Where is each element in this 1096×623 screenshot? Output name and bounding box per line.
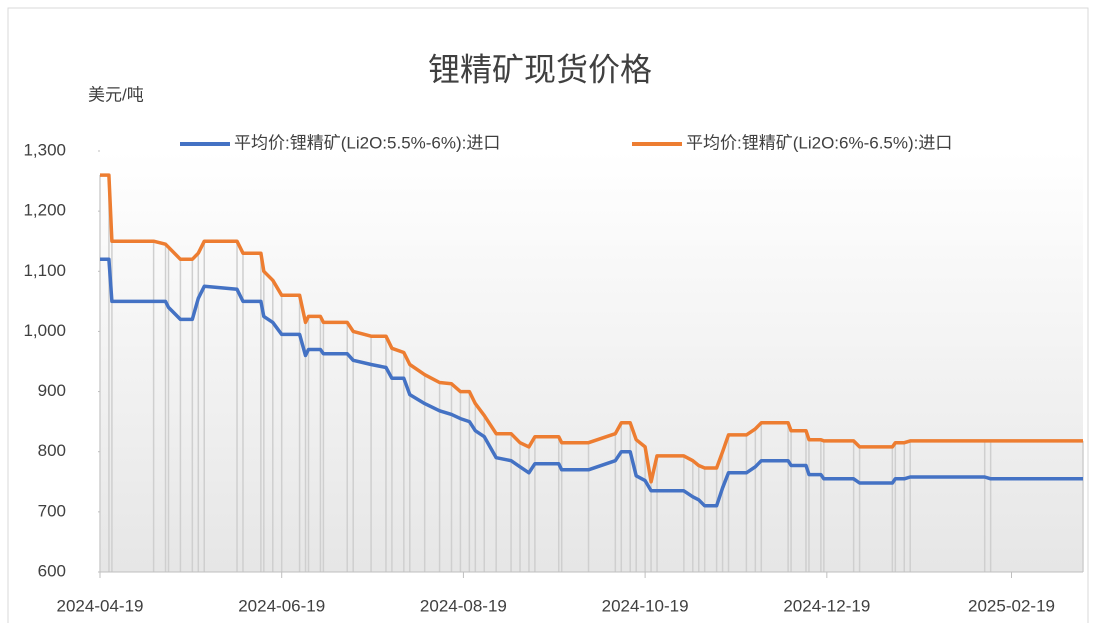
- y-tick-label: 700: [38, 501, 66, 520]
- chart-title: 锂精矿现货价格: [428, 51, 652, 87]
- series-line: [100, 173, 1083, 484]
- x-tick-label: 2024-06-19: [238, 596, 325, 615]
- x-tick-label: 2024-10-19: [602, 596, 689, 615]
- y-tick-label: 1,000: [23, 321, 66, 340]
- legend-label: 平均价:锂精矿(Li2O:5.5%-6%):进口: [234, 133, 500, 152]
- y-tick-label: 800: [38, 441, 66, 460]
- y-tick-label: 900: [38, 381, 66, 400]
- x-tick-label: 2024-04-19: [57, 596, 144, 615]
- y-axis-label: 美元/吨: [88, 85, 144, 104]
- legend-label: 平均价:锂精矿(Li2O:6%-6.5%):进口: [686, 133, 952, 152]
- y-tick-label: 1,300: [23, 140, 66, 159]
- x-tick-label: 2025-02-19: [968, 596, 1055, 615]
- frame: [7, 7, 1089, 623]
- plot-area: [100, 151, 1083, 572]
- series-line: [100, 257, 1083, 508]
- x-tick-label: 2024-08-19: [420, 596, 507, 615]
- y-tick-label: 1,200: [23, 201, 66, 220]
- y-tick-label: 600: [38, 561, 66, 580]
- y-tick-label: 1,100: [23, 261, 66, 280]
- x-tick-label: 2024-12-19: [783, 596, 870, 615]
